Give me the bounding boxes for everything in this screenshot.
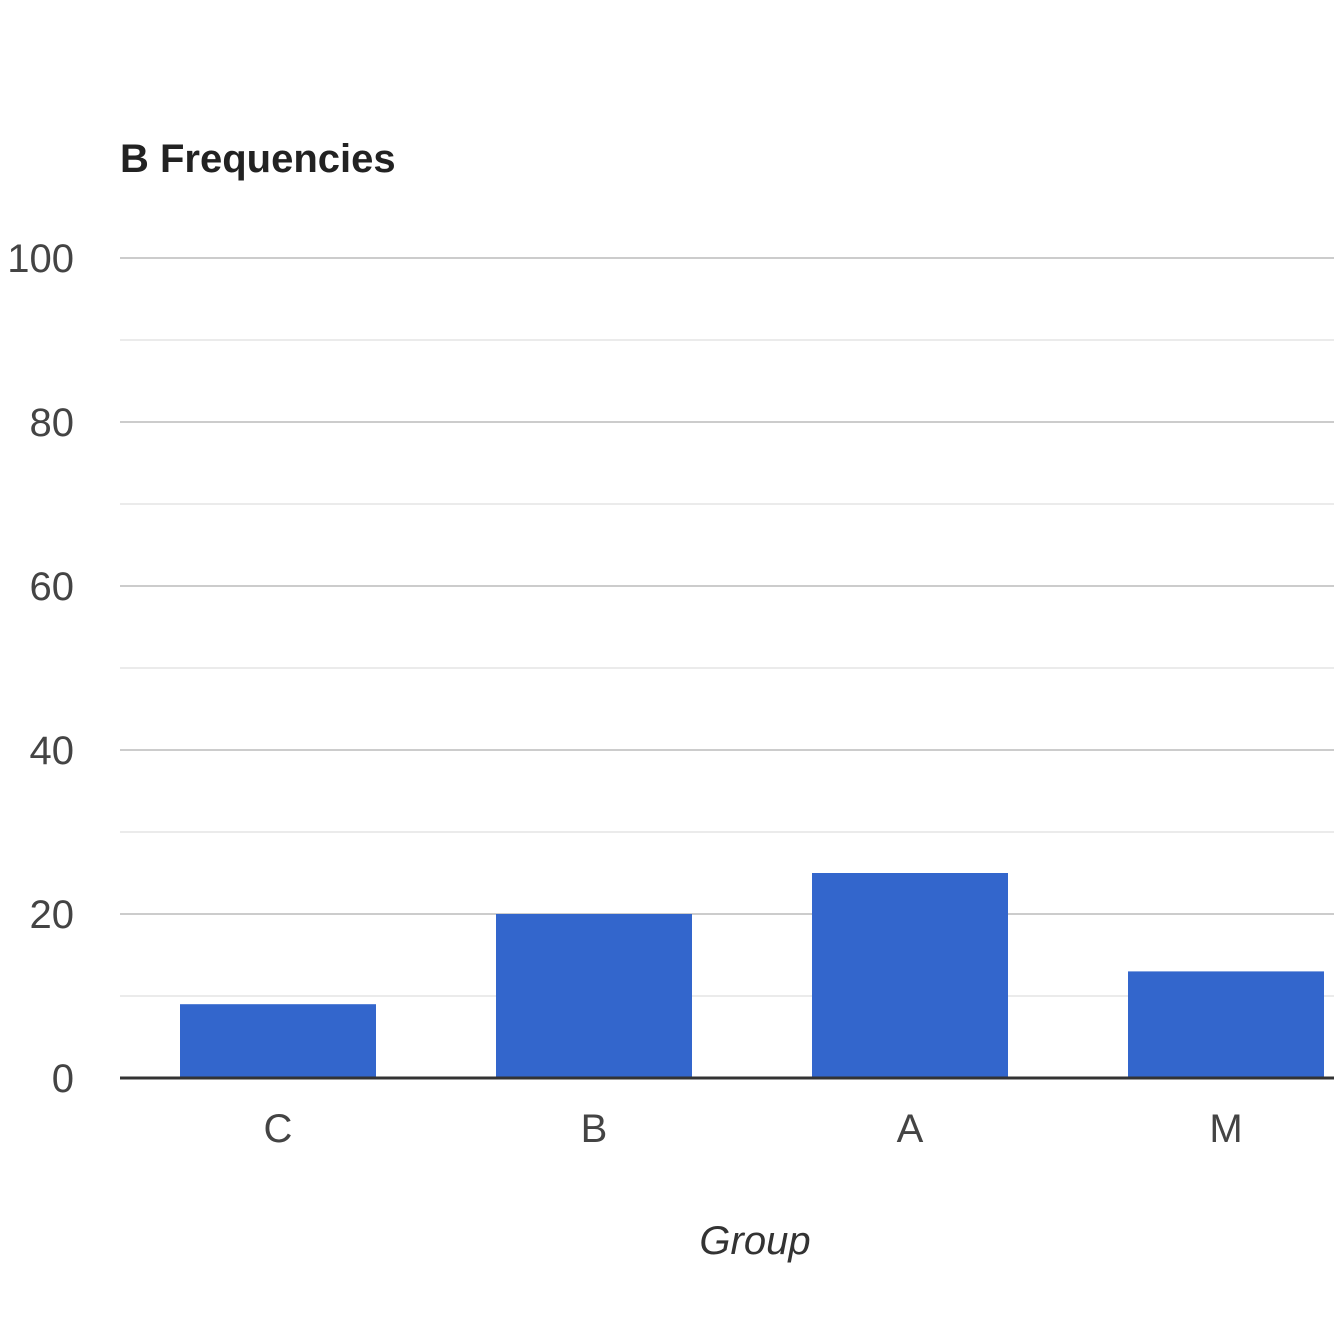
bar-c (180, 1004, 376, 1078)
y-tick-label: 60 (30, 565, 75, 609)
x-tick-label: M (1209, 1107, 1242, 1151)
chart-title: B Frequencies (120, 137, 396, 181)
y-tick-label: 100 (7, 237, 74, 281)
x-tick-label: A (897, 1107, 924, 1151)
bars (180, 873, 1324, 1078)
x-tick-label: C (264, 1107, 293, 1151)
x-axis-label: Group (699, 1219, 810, 1263)
y-tick-label: 40 (30, 729, 75, 773)
y-tick-label: 0 (52, 1057, 74, 1101)
bar-b (496, 914, 692, 1078)
x-tick-label: B (581, 1107, 608, 1151)
y-axis-ticks: 0 20 40 60 80 100 (7, 237, 74, 1101)
y-tick-label: 80 (30, 401, 75, 445)
bar-a (812, 873, 1008, 1078)
y-tick-label: 20 (30, 893, 75, 937)
gridlines (120, 257, 1334, 997)
bar-m (1128, 971, 1324, 1078)
